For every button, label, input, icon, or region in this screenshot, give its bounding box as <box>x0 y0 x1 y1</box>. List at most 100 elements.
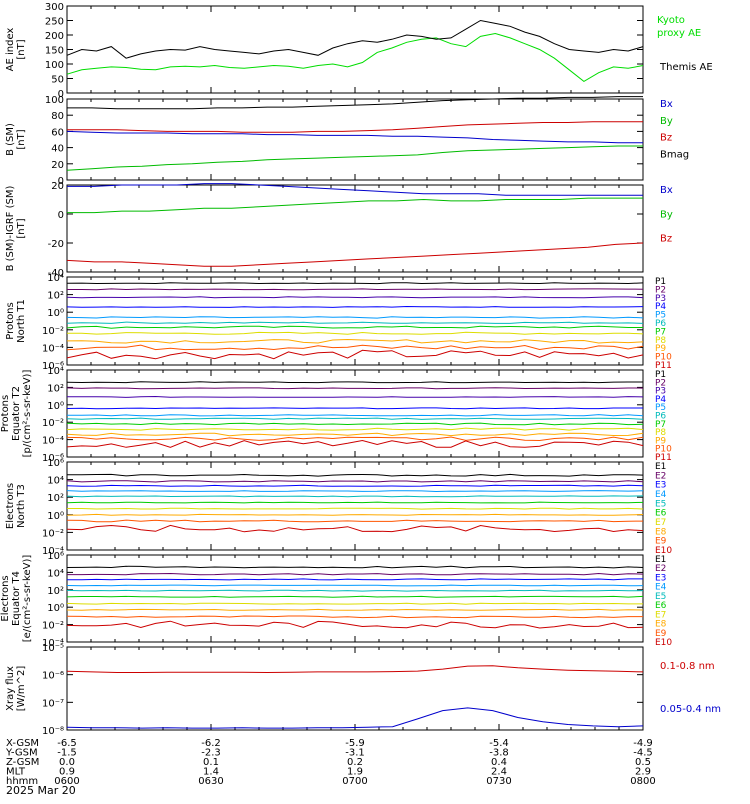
legend-p8: P8 <box>655 428 666 438</box>
legend-p5: P5 <box>655 403 666 413</box>
panel-xray: 10⁻⁸ 10⁻⁷ 10⁻⁶ 10⁻⁵ Xray flux[W/m^2] 0.1-0.8 … <box>5 643 721 737</box>
y-tick-label: 10⁻⁶ <box>42 453 64 464</box>
channel-line-e3 <box>66 484 644 487</box>
channel-line-p4 <box>66 407 643 410</box>
legend-short-xray: 0.05-0.4 nm <box>660 704 721 715</box>
panel-frame <box>66 184 644 273</box>
series-line-themis-ae <box>66 19 644 59</box>
orbit-row-value: -2.3 <box>201 748 221 759</box>
y-tick-label: 20 <box>51 181 64 192</box>
y-tick-label: 10⁴ <box>47 476 64 487</box>
y-tick-label: 10⁻⁶ <box>42 671 64 682</box>
panel-pe: 10⁻⁶ 10⁻⁴ 10⁻² 10⁰ 10² 10⁴ ProtonsEquator T2[p… <box>0 366 672 464</box>
panel-ee: 10⁻⁴ 10⁻² 10⁰ 10² 10⁴ 10⁶ ElectronsEquator T4[… <box>0 551 672 649</box>
y-tick-label: -20 <box>48 239 64 250</box>
y-tick-label: 0 <box>58 89 64 100</box>
legend-p4: P4 <box>655 395 666 405</box>
y-tick-label: 80 <box>51 111 64 122</box>
legend-p2: P2 <box>655 378 666 388</box>
y-tick-label: 10⁴ <box>47 568 64 579</box>
orbit-row-value: 0630 <box>198 776 223 787</box>
orbit-row-value: -5.4 <box>489 738 509 749</box>
y-tick-label: 10² <box>47 291 64 302</box>
orbit-row-label: hhmm <box>6 776 38 787</box>
legend-p8: P8 <box>655 336 666 346</box>
y-tick-label: 10⁶ <box>47 458 64 469</box>
channel-line-e5 <box>66 495 644 498</box>
channel-line-e1 <box>66 565 644 569</box>
orbit-row-value: -5.9 <box>345 738 365 749</box>
legend-e8: E8 <box>655 620 667 630</box>
channel-line-p6 <box>66 321 644 324</box>
legend-p10: P10 <box>655 445 672 455</box>
y-tick-label: 10⁻⁴ <box>42 546 64 557</box>
orbit-row-value: -6.2 <box>201 738 221 749</box>
channel-line-e5 <box>66 589 644 592</box>
legend-e5: E5 <box>655 499 666 509</box>
orbit-row-value: -3.8 <box>489 748 509 759</box>
legend-by: By <box>660 209 673 220</box>
y-tick-label: 10² <box>47 586 64 597</box>
legend-p10: P10 <box>655 353 672 363</box>
y-axis-label-line: North T3 <box>16 484 27 528</box>
channel-line-e8 <box>66 513 644 516</box>
channel-line-p8 <box>66 427 644 431</box>
panel-frame <box>66 98 644 181</box>
legend-e6: E6 <box>655 509 667 519</box>
channel-line-p8 <box>67 331 644 335</box>
y-axis-label: ElectronsNorth T3 <box>5 483 27 529</box>
y-axis-label: ElectronsEquator T4[e/(cm²-s-sr-keV)] <box>0 555 33 643</box>
legend-p6: P6 <box>655 412 666 422</box>
panel-frame <box>66 5 644 94</box>
series-line-by <box>66 145 643 171</box>
orbit-row-value: -1.5 <box>57 748 77 759</box>
orbit-row-value: 0700 <box>342 776 367 787</box>
y-tick-label: 50 <box>51 75 64 86</box>
panel-ae: 0 50 100 150 200 250 300 AE index[nT] Kyoto proxy… <box>5 2 713 100</box>
y-axis-label: Xray flux[W/m^2] <box>5 666 27 712</box>
channel-line-p11 <box>66 349 644 360</box>
y-tick-label: 150 <box>45 46 64 57</box>
orbit-row-value: -6.5 <box>57 738 77 749</box>
legend-bz: Bz <box>660 234 672 245</box>
legend-p11: P11 <box>655 361 672 371</box>
series-line-bmag <box>67 96 643 110</box>
orbit-row-value: -4.5 <box>633 748 653 759</box>
y-tick-label: 10⁻⁷ <box>42 698 64 709</box>
channel-line-e9 <box>66 615 643 619</box>
channel-line-e2 <box>66 480 644 483</box>
y-tick-label: 20 <box>51 160 64 171</box>
y-tick-label: 10⁻⁴ <box>42 638 64 649</box>
legend-p6: P6 <box>655 319 666 329</box>
channel-line-p9 <box>66 338 644 344</box>
channel-line-e4 <box>66 490 644 493</box>
y-tick-label: 10⁰ <box>47 401 64 412</box>
legend-e10: E10 <box>655 638 672 648</box>
orbit-row-value: -3.1 <box>345 748 365 759</box>
series-line-by <box>67 197 643 214</box>
y-tick-label: -40 <box>48 268 64 279</box>
orbit-row-value: 0.1 <box>203 757 219 768</box>
series-line-bz <box>67 121 643 133</box>
y-axis-label-line: B (SM) <box>5 123 16 156</box>
y-tick-label: 10⁻² <box>42 621 64 632</box>
panel-frame <box>66 646 644 731</box>
channel-line-e6 <box>66 595 644 598</box>
y-tick-label: 100 <box>45 95 64 106</box>
channel-line-p10 <box>66 436 644 442</box>
channel-line-p7 <box>66 325 643 329</box>
series-line-bz <box>66 242 644 267</box>
legend-kyoto-line: proxy AE <box>657 28 701 39</box>
legend-p2: P2 <box>655 285 666 295</box>
series-line-bx <box>66 130 643 144</box>
channel-line-e7 <box>67 507 644 510</box>
y-tick-label: 10⁰ <box>47 603 64 614</box>
orbit-row-value: 0600 <box>54 776 79 787</box>
legend-e2: E2 <box>655 564 666 574</box>
date-label: 2025 Mar 20 <box>6 784 76 797</box>
y-tick-label: 10⁻² <box>42 418 64 429</box>
y-tick-label: 0 <box>58 210 64 221</box>
channel-line-e10 <box>66 620 644 629</box>
y-axis-label-line: Electrons <box>0 575 11 621</box>
